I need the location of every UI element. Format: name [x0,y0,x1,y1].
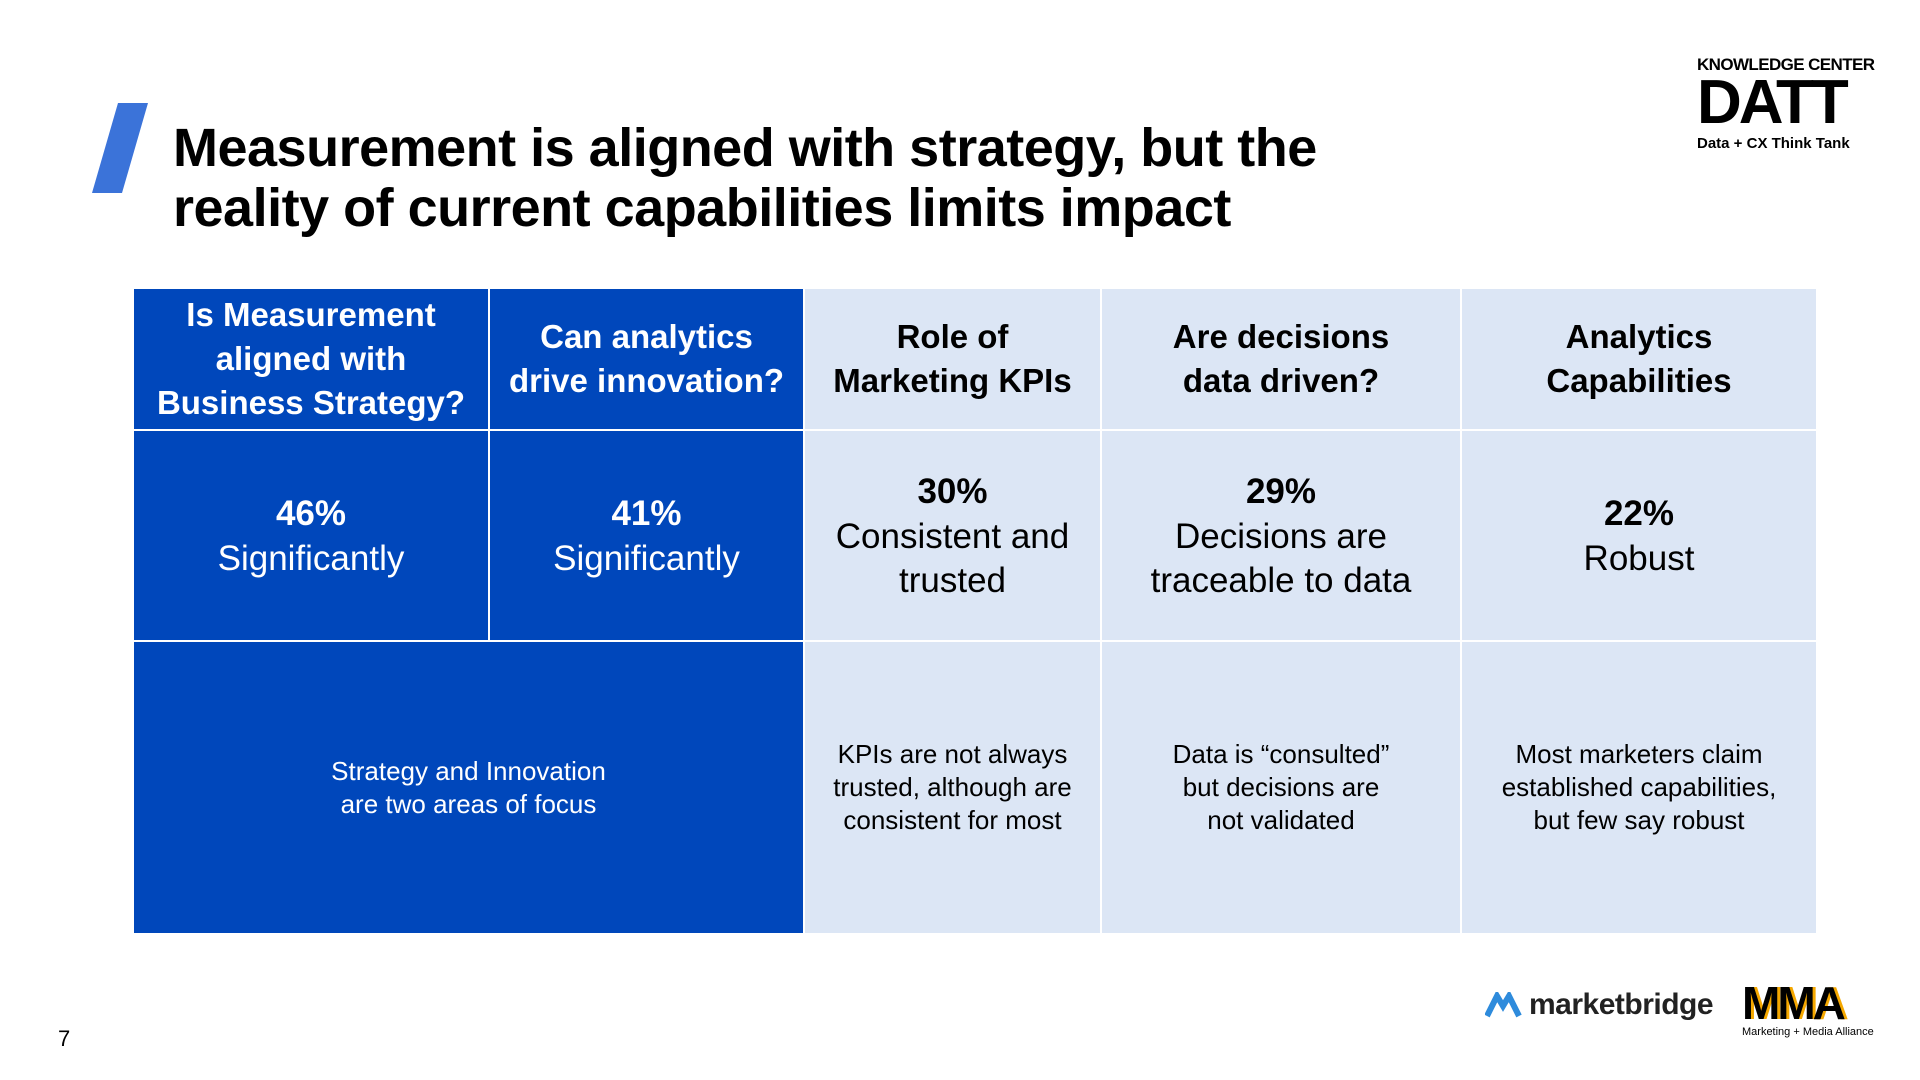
stat-value: 46% [275,493,347,533]
stat-label: Decisions are [1174,516,1388,556]
header-line: Can analytics [540,318,753,355]
note-line: trusted, although are [833,772,1072,802]
note-line: are two areas of focus [340,788,597,819]
note-line: Strategy and Innovation [331,755,606,786]
header-line: data driven? [1182,362,1380,399]
header-line: Marketing KPIs [833,362,1072,399]
header-cell: Are decisions data driven? [1102,289,1460,429]
page-number: 7 [58,1026,71,1051]
stat-label: traceable to data [1150,560,1412,600]
note-line: not validated [1207,805,1355,835]
partner-logo-2: MMA Marketing + Media Alliance [1742,980,1892,1038]
note-cell: KPIs are not always trusted, although are… [805,642,1100,933]
note-cell: Strategy and Innovation are two areas of … [134,642,803,933]
brand-name: DATT [1697,68,1849,137]
note-line: but decisions are [1182,772,1380,802]
stat-value: 29% [1245,471,1317,511]
header-line: Capabilities [1546,362,1732,399]
title-line: reality of current capabilities limits i… [173,178,1231,238]
header-line: Business Strategy? [156,384,466,421]
partner2-sub: Marketing + Media Alliance [1742,1026,1874,1038]
title-line: Measurement is aligned with strategy, bu… [173,118,1317,178]
note-line: but few say robust [1533,805,1745,835]
partner-icon [1485,992,1522,1018]
stat-value: 41% [611,493,682,533]
stat-label: Significantly [553,538,740,578]
note-line: Most marketers claim [1515,739,1763,769]
partner-name: marketbridge [1529,988,1714,1021]
header-cell: Role of Marketing KPIs [805,289,1100,429]
stat-cell: 30% Consistent and trusted [805,431,1100,640]
slash-mark [92,103,148,193]
header-cell: Analytics Capabilities [1462,289,1816,429]
header-line: Role of [896,318,1009,355]
partner-logo: marketbridge [1485,988,1714,1022]
stat-label: Consistent and [835,516,1070,556]
note-cell: Data is “consulted” but decisions are not … [1102,642,1460,933]
header-line: Is Measurement [186,296,436,333]
brand-tagline: Data + CX Think Tank [1697,135,1850,152]
note-line: established capabilities, [1501,772,1777,802]
stat-cell: 46% Significantly [134,431,488,640]
title: Measurement is aligned with strategy, bu… [173,118,1317,238]
note-line: Data is “consulted” [1172,739,1390,769]
header-line: drive innovation? [508,362,785,399]
header-line: Analytics [1565,318,1713,355]
stat-value: 22% [1603,493,1675,533]
header-cell: Can analytics drive innovation? [490,289,803,429]
stat-value: 30% [917,471,988,511]
stat-label: Robust [1583,538,1695,578]
note-line: consistent for most [843,805,1062,835]
stat-cell: 41% Significantly [490,431,803,640]
stat-cell: 29% Decisions are traceable to data [1102,431,1460,640]
data-table: Is Measurement aligned with Business Strat… [134,289,1816,933]
note-cell: Most marketers claim established capabili… [1462,642,1816,933]
brand-logo: KNOWLEDGE CENTER DATT Data + CX Think Ta… [1697,55,1892,152]
partner2-name: MMA [1742,977,1846,1029]
stat-cell: 22% Robust [1462,431,1816,640]
header-line: Are decisions [1172,318,1390,355]
stat-label: Significantly [217,538,405,578]
header-line: aligned with [215,340,407,377]
brand-top: KNOWLEDGE CENTER [1697,55,1875,74]
note-line: KPIs are not always [837,739,1068,769]
stat-label: trusted [899,560,1006,600]
header-cell: Is Measurement aligned with Business Strat… [134,289,488,429]
